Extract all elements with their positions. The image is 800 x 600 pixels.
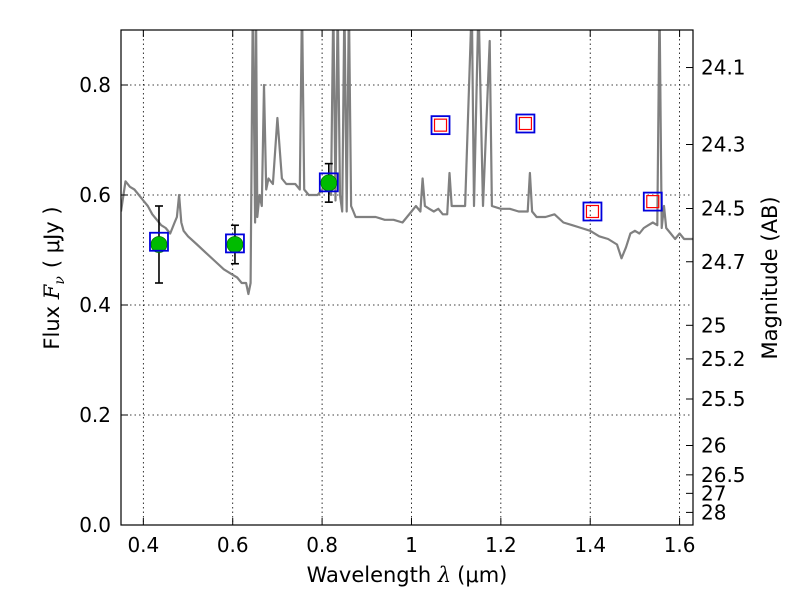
x-tick-label: 1.6 — [664, 533, 696, 557]
y2-tick-label: 28 — [701, 500, 726, 524]
grid — [121, 30, 693, 526]
y-tick-label: 0.6 — [79, 183, 111, 207]
y-tick-label: 0.4 — [79, 293, 111, 317]
y2-tick-label: 24.7 — [701, 250, 746, 274]
model-point — [582, 201, 603, 222]
axes: 0.4 0.6 0.8 1 1.2 1.4 1.6 0.0 0.2 0.4 0.6 0.8 24.1 24… — [79, 30, 746, 557]
model-point — [642, 191, 663, 212]
y2-tick-label: 26.5 — [701, 463, 746, 487]
x-axis-label: Wavelength λ (μm) — [307, 563, 508, 587]
model-point-ir — [433, 118, 448, 132]
plot-area — [121, 30, 693, 296]
model-point — [225, 233, 245, 254]
y2-tick-label: 24.3 — [701, 132, 746, 156]
observed-point — [150, 236, 168, 253]
y2-tick-label: 24.1 — [701, 56, 746, 80]
observed-point — [320, 174, 338, 192]
model-point-ir — [518, 116, 533, 131]
y2-tick-label: 25.2 — [701, 347, 746, 371]
y-axis-label: Flux Fν( μJy ) — [40, 206, 68, 349]
x-tick-label: 1.2 — [485, 533, 517, 557]
y2-tick-label: 27 — [701, 481, 726, 505]
model-point-ir — [585, 204, 600, 219]
spectrum-line — [121, 30, 693, 296]
observed-point — [226, 236, 244, 253]
x-tick-label: 0.6 — [217, 533, 249, 557]
model-point — [515, 113, 536, 134]
y2-tick-label: 25 — [701, 313, 726, 337]
y2-axis-label: Magnitude (AB) — [758, 196, 782, 359]
x-tick-label: 0.8 — [306, 533, 338, 557]
y-tick-label: 0.0 — [79, 513, 111, 537]
model-point — [149, 231, 169, 252]
y2-tick-label: 24.5 — [701, 197, 746, 221]
model-point — [318, 172, 339, 193]
x-tick-label: 1.4 — [574, 533, 606, 557]
model-point — [430, 115, 451, 136]
x-tick-label: 1 — [405, 533, 418, 557]
y2-tick-label: 26 — [701, 434, 726, 458]
x-tick-label: 0.4 — [127, 533, 159, 557]
plot-frame — [120, 29, 694, 526]
model-point-ir — [646, 195, 660, 209]
y2-tick-label: 25.5 — [701, 387, 746, 411]
y-tick-label: 0.8 — [79, 73, 111, 97]
y-tick-label: 0.2 — [79, 403, 111, 427]
